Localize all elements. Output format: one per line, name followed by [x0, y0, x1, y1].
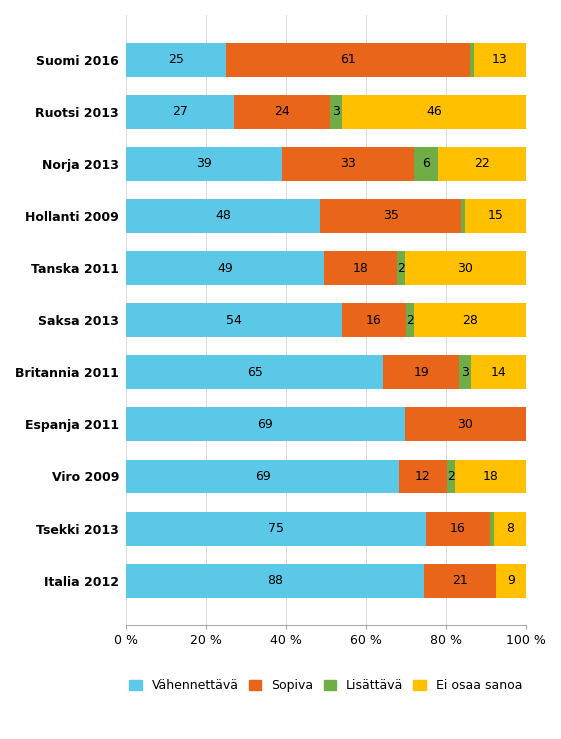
- Bar: [447, 460, 455, 494]
- Bar: [342, 95, 526, 129]
- Bar: [461, 199, 466, 233]
- Text: 39: 39: [196, 157, 211, 171]
- Text: 54: 54: [226, 313, 242, 327]
- Bar: [126, 511, 426, 545]
- Text: 3: 3: [461, 366, 468, 379]
- Bar: [424, 564, 495, 598]
- Text: 33: 33: [340, 157, 356, 171]
- Text: 18: 18: [482, 470, 498, 483]
- Bar: [494, 511, 526, 545]
- Text: 61: 61: [340, 53, 356, 67]
- Text: 2: 2: [397, 262, 404, 275]
- Text: 14: 14: [490, 366, 506, 379]
- Text: 21: 21: [452, 574, 468, 588]
- Text: 48: 48: [215, 209, 231, 222]
- Bar: [406, 303, 414, 337]
- Bar: [466, 199, 526, 233]
- Bar: [414, 147, 438, 181]
- Bar: [126, 199, 320, 233]
- Text: 2: 2: [447, 470, 455, 483]
- Bar: [126, 303, 342, 337]
- Bar: [490, 511, 494, 545]
- Bar: [470, 43, 474, 77]
- Bar: [455, 460, 526, 494]
- Text: 22: 22: [474, 157, 490, 171]
- Bar: [399, 460, 447, 494]
- Text: 46: 46: [426, 105, 442, 118]
- Text: 27: 27: [172, 105, 188, 118]
- Bar: [320, 199, 461, 233]
- Bar: [438, 147, 526, 181]
- Text: 75: 75: [268, 522, 284, 535]
- Text: 35: 35: [383, 209, 398, 222]
- Bar: [471, 355, 526, 389]
- Bar: [126, 460, 399, 494]
- Bar: [126, 251, 324, 285]
- Bar: [426, 511, 490, 545]
- Text: 69: 69: [257, 418, 273, 431]
- Bar: [459, 355, 471, 389]
- Bar: [226, 43, 470, 77]
- Text: 13: 13: [492, 53, 508, 67]
- Bar: [342, 303, 406, 337]
- Text: 16: 16: [450, 522, 466, 535]
- Text: 24: 24: [274, 105, 290, 118]
- Text: 6: 6: [422, 157, 430, 171]
- Legend: Vähennettävä, Sopiva, Lisättävä, Ei osaa sanoa: Vähennettävä, Sopiva, Lisättävä, Ei osaa…: [125, 674, 527, 698]
- Text: 69: 69: [255, 470, 270, 483]
- Text: 16: 16: [366, 313, 382, 327]
- Text: 19: 19: [413, 366, 429, 379]
- Bar: [126, 355, 383, 389]
- Text: 28: 28: [462, 313, 478, 327]
- Bar: [495, 564, 526, 598]
- Bar: [282, 147, 414, 181]
- Bar: [405, 251, 526, 285]
- Bar: [324, 251, 397, 285]
- Text: 2: 2: [406, 313, 414, 327]
- Bar: [126, 95, 234, 129]
- Bar: [414, 303, 526, 337]
- Bar: [383, 355, 459, 389]
- Bar: [330, 95, 342, 129]
- Bar: [126, 407, 405, 441]
- Bar: [126, 43, 226, 77]
- Bar: [397, 251, 405, 285]
- Text: 3: 3: [332, 105, 340, 118]
- Text: 15: 15: [488, 209, 504, 222]
- Text: 65: 65: [247, 366, 263, 379]
- Text: 8: 8: [506, 522, 514, 535]
- Text: 30: 30: [457, 262, 473, 275]
- Bar: [234, 95, 330, 129]
- Text: 18: 18: [352, 262, 368, 275]
- Bar: [474, 43, 526, 77]
- Text: 9: 9: [507, 574, 515, 588]
- Text: 12: 12: [415, 470, 431, 483]
- Text: 49: 49: [217, 262, 233, 275]
- Bar: [126, 564, 424, 598]
- Text: 88: 88: [267, 574, 283, 588]
- Bar: [126, 147, 282, 181]
- Bar: [405, 407, 526, 441]
- Text: 25: 25: [168, 53, 184, 67]
- Text: 30: 30: [457, 418, 473, 431]
